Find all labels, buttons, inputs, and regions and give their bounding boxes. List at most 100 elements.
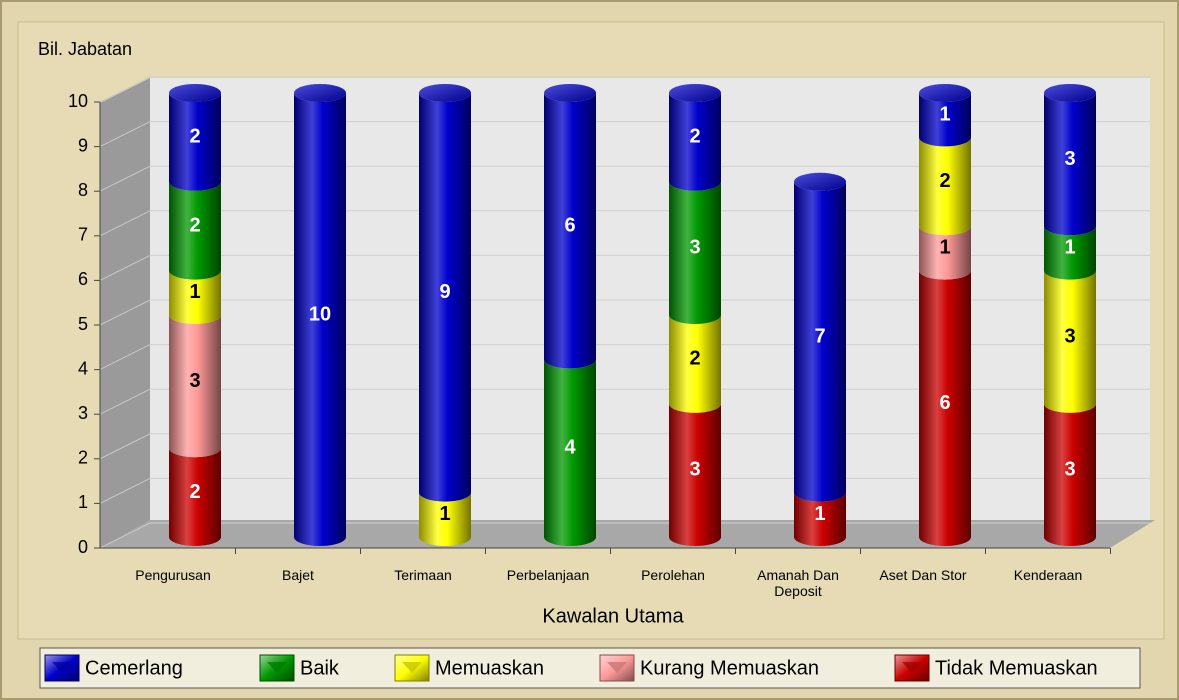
- data-label: 3: [1064, 459, 1075, 481]
- bar-segment: [794, 492, 846, 546]
- bar-segment: [419, 93, 471, 502]
- grid-line: [99, 433, 151, 460]
- bar-cap: [294, 84, 346, 102]
- data-label: 2: [189, 214, 200, 236]
- bar-segment: [919, 137, 971, 236]
- bar-cap: [419, 84, 471, 102]
- x-tick-label: Perbelanjaan: [506, 567, 590, 583]
- bar-segment: [294, 93, 346, 546]
- bar-segment: [544, 93, 596, 369]
- bar-segment: [669, 181, 721, 324]
- legend-label: Cemerlang: [85, 657, 183, 679]
- y-tick-label: 2: [78, 448, 88, 468]
- bar-segment: [419, 492, 471, 546]
- legend: [39, 647, 1141, 689]
- data-label: 1: [814, 503, 825, 525]
- bar-cap: [1044, 84, 1096, 102]
- data-label: 3: [1064, 325, 1075, 347]
- bar-segment: [169, 93, 221, 191]
- data-label: 2: [939, 170, 950, 192]
- bar-segment: [544, 359, 596, 546]
- floor: [100, 520, 1155, 548]
- bar-segment: [169, 448, 221, 546]
- bar-segment: [669, 315, 721, 413]
- y-tick-label: 8: [78, 180, 88, 200]
- data-label: 2: [189, 481, 200, 503]
- data-label: 3: [189, 370, 200, 392]
- grid-line: [99, 388, 151, 415]
- grid-line: [99, 299, 151, 326]
- x-tick-label: Pengurusan: [135, 567, 211, 583]
- legend-swatch-bevel: [402, 662, 422, 673]
- y-tick-label: 1: [78, 492, 88, 512]
- y-tick-label: 7: [78, 225, 88, 245]
- legend-label: Memuaskan: [435, 657, 544, 679]
- bar-segment: [794, 181, 846, 502]
- data-label: 1: [1064, 237, 1075, 259]
- x-tick-label: Terimaan: [394, 567, 452, 583]
- y-tick-label: 4: [78, 358, 88, 378]
- data-label: 1: [439, 503, 450, 525]
- data-label: 4: [564, 436, 576, 458]
- bar-segment: [1044, 226, 1096, 280]
- bar-segment: [919, 93, 971, 147]
- bar-segment: [1044, 270, 1096, 413]
- y-tick-label: 5: [78, 314, 88, 334]
- bar-segment: [1044, 93, 1096, 236]
- legend-label: Kurang Memuaskan: [640, 657, 819, 679]
- bar-cap: [919, 84, 971, 102]
- bar-segment: [169, 315, 221, 458]
- bar-segment: [169, 270, 221, 324]
- bar-segment: [919, 226, 971, 280]
- x-tick-label: Bajet: [282, 567, 314, 583]
- data-label: 1: [189, 281, 200, 303]
- legend-swatch-bevel: [902, 662, 922, 673]
- grid-line: [99, 477, 151, 504]
- grid-line: [99, 344, 151, 371]
- data-label: 2: [689, 126, 700, 148]
- data-label: 3: [689, 459, 700, 481]
- grid-line: [99, 210, 151, 237]
- x-tick-label: Amanah Dan Deposit: [757, 567, 839, 599]
- bar-cap: [169, 84, 221, 102]
- y-axis-title: Bil. Jabatan: [38, 39, 132, 59]
- x-tick-label: Aset Dan Stor: [879, 567, 967, 583]
- legend-label: Baik: [300, 657, 340, 679]
- bar-segment: [669, 93, 721, 191]
- legend-swatch-bevel: [607, 662, 627, 673]
- bar-segment: [1044, 403, 1096, 546]
- bar-segment: [669, 403, 721, 546]
- legend-swatch-bevel: [52, 662, 72, 673]
- y-tick-label: 0: [78, 537, 88, 557]
- data-label: 1: [939, 237, 950, 259]
- bar-segment: [919, 270, 971, 546]
- y-tick-label: 6: [78, 269, 88, 289]
- data-label: 3: [689, 237, 700, 259]
- x-axis-title: Kawalan Utama: [542, 605, 684, 627]
- data-label: 2: [189, 126, 200, 148]
- y-tick-label: 10: [68, 91, 88, 111]
- data-label: 2: [689, 348, 700, 370]
- data-label: 6: [564, 214, 575, 236]
- data-label: 9: [439, 281, 450, 303]
- bar-cap: [544, 84, 596, 102]
- data-label: 1: [939, 103, 950, 125]
- grid-line: [99, 522, 151, 549]
- x-tick-label: Perolehan: [641, 567, 705, 583]
- grid-line: [99, 254, 151, 281]
- bar-cap: [669, 84, 721, 102]
- grid-line: [99, 165, 151, 192]
- data-label: 3: [1064, 148, 1075, 170]
- data-label: 6: [939, 392, 950, 414]
- y-tick-label: 9: [78, 135, 88, 155]
- legend-swatch-bevel: [267, 662, 287, 673]
- legend-label: Tidak Memuaskan: [935, 657, 1098, 679]
- bar-segment: [169, 181, 221, 280]
- bar-cap: [794, 172, 846, 191]
- x-tick-label: Kenderaan: [1013, 567, 1083, 583]
- data-label: 7: [814, 325, 825, 347]
- y-tick-label: 3: [78, 403, 88, 423]
- grid-line: [99, 76, 151, 103]
- data-label: 10: [309, 303, 331, 325]
